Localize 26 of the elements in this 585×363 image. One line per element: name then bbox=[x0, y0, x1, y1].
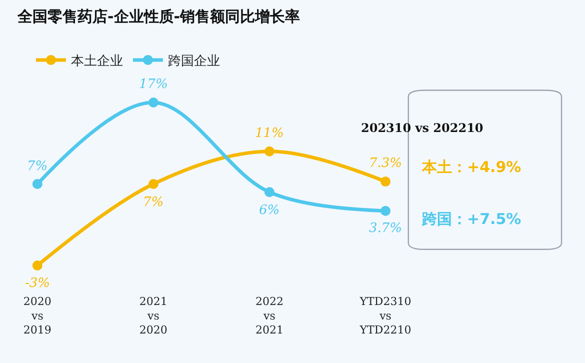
point bbox=[148, 179, 158, 189]
data-label: -3% bbox=[25, 276, 50, 291]
data-label: 11% bbox=[255, 126, 284, 141]
point bbox=[264, 146, 274, 156]
data-label: 6% bbox=[259, 203, 280, 218]
data-label: 17% bbox=[139, 77, 168, 92]
point bbox=[32, 179, 42, 189]
x-tick-label: YTD2310 vs YTD2210 bbox=[358, 295, 412, 337]
data-label: 3.7% bbox=[369, 221, 402, 236]
x-tick-label: 2021 vs 2020 bbox=[139, 295, 168, 337]
x-tick-label: 2020 vs 2019 bbox=[23, 295, 52, 337]
data-label: 7.3% bbox=[369, 156, 402, 171]
chart-title: 全国零售药店-企业性质-销售额同比增长率 bbox=[16, 7, 300, 26]
legend-label: 跨国企业 bbox=[168, 54, 220, 70]
point bbox=[148, 98, 158, 108]
x-tick-label: 2022 vs 2021 bbox=[255, 295, 284, 337]
annotation: 本土：+4.9% bbox=[421, 158, 522, 176]
point bbox=[264, 187, 274, 198]
legend-label: 本土企业 bbox=[70, 54, 123, 70]
annotation: 跨国：+7.5% bbox=[421, 210, 522, 228]
point bbox=[380, 176, 390, 187]
point bbox=[32, 260, 42, 270]
text: 202310 vs 202210 bbox=[361, 121, 484, 135]
data-label: 7% bbox=[143, 195, 164, 210]
data-label: 7% bbox=[27, 159, 48, 174]
point bbox=[380, 206, 390, 216]
